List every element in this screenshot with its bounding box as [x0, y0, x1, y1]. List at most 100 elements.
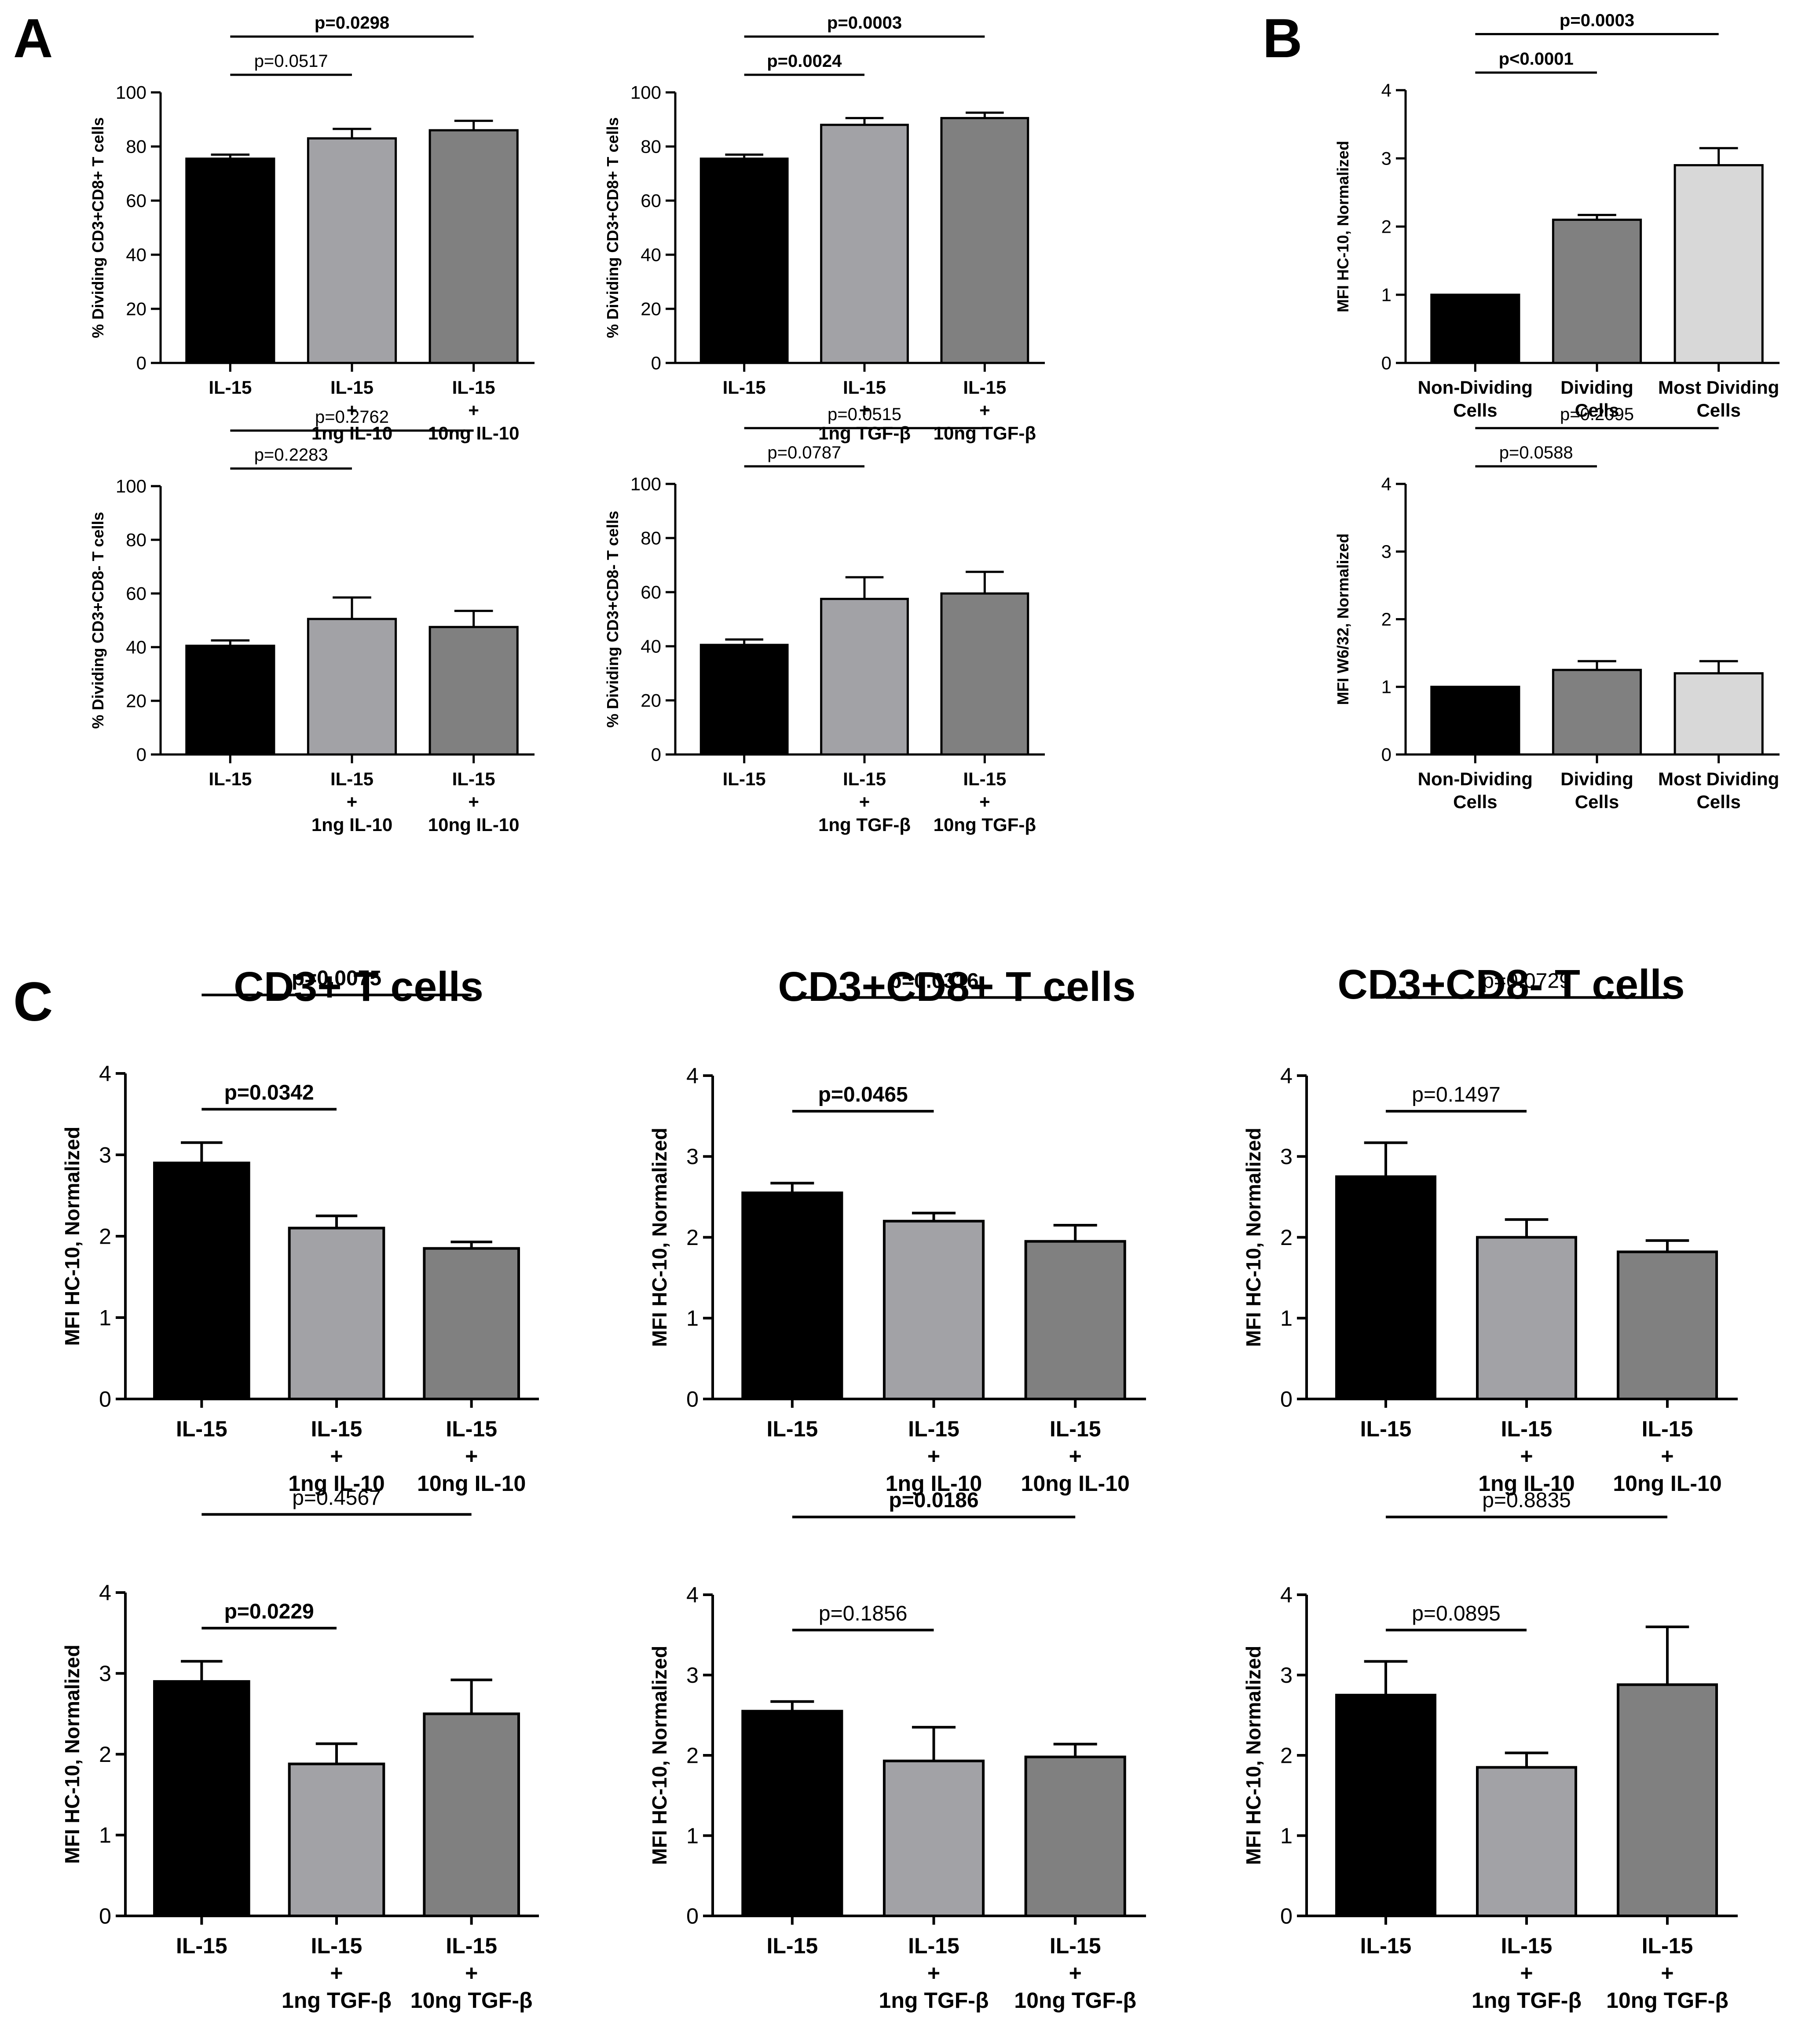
- x-category-label: IL-15: [1050, 1933, 1101, 1958]
- x-category-label: +: [1069, 1444, 1082, 1468]
- bar: [307, 137, 397, 364]
- x-category-label: IL-15: [766, 1417, 818, 1441]
- x-category-label: IL-15: [209, 769, 252, 789]
- x-category-label: IL-15: [311, 1417, 363, 1441]
- x-category-label: Non-Dividing: [1418, 769, 1533, 789]
- y-tick-label: 0: [651, 352, 661, 373]
- y-tick-label: 20: [126, 690, 146, 711]
- y-tick-label: 3: [1381, 541, 1392, 562]
- y-tick-label: 3: [99, 1142, 111, 1167]
- panel-label-b: B: [1263, 8, 1302, 69]
- x-category-label: IL-15: [723, 377, 766, 398]
- bar-chart-12: 0 1 2 3 4 MFI HC-10, Normalized IL-15 IL-15 +1ng…: [1242, 1489, 1738, 2013]
- y-tick-label: 2: [686, 1225, 699, 1250]
- x-category-label: IL-15: [723, 769, 766, 789]
- p-value-label: p=0.2283: [254, 445, 328, 465]
- y-axis-label: MFI W6/32, Normalized: [1334, 533, 1352, 705]
- y-tick-label: 60: [641, 190, 661, 211]
- x-category-label: Cells: [1453, 400, 1497, 421]
- y-axis-label: MFI HC-10, Normalized: [1242, 1646, 1265, 1865]
- y-tick-label: 4: [1381, 473, 1392, 494]
- bar: [423, 1712, 520, 1917]
- y-tick-label: 40: [126, 637, 146, 657]
- y-tick-label: 3: [686, 1662, 699, 1688]
- x-category-label: IL-15: [452, 377, 495, 398]
- y-axis-label: MFI HC-10, Normalized: [1334, 141, 1352, 312]
- p-value-label: p=0.8835: [1482, 1489, 1571, 1512]
- y-tick-label: 2: [99, 1223, 111, 1249]
- bar: [1335, 1175, 1436, 1400]
- y-tick-label: 1: [99, 1305, 111, 1330]
- y-tick-label: 100: [116, 82, 146, 103]
- p-value-label: p=0.1856: [819, 1602, 908, 1625]
- x-category-label: 1ng IL-10: [1478, 1471, 1575, 1496]
- bar-chart-4: 0 20 40 60 80 100 % Dividing CD3+CD8- T cells I…: [89, 407, 535, 835]
- y-tick-label: 100: [630, 82, 661, 103]
- y-tick-label: 40: [641, 636, 661, 656]
- x-category-label: IL-15: [843, 769, 886, 789]
- x-category-label: 1ng IL-10: [311, 814, 392, 835]
- bar: [1552, 669, 1642, 756]
- y-tick-label: 2: [1280, 1743, 1293, 1768]
- bar: [288, 1227, 385, 1400]
- y-tick-label: 4: [99, 1061, 111, 1086]
- p-value-label: p=0.2762: [315, 407, 389, 427]
- x-category-label: IL-15: [908, 1933, 959, 1958]
- bar: [1476, 1766, 1577, 1917]
- x-category-label: IL-15: [311, 1933, 363, 1958]
- x-category-label: +: [330, 1961, 343, 1985]
- x-category-label: IL-15: [843, 377, 886, 398]
- y-tick-label: 80: [641, 527, 661, 548]
- x-category-label: 1ng TGF-β: [1472, 1988, 1582, 2013]
- y-tick-label: 2: [1280, 1225, 1293, 1250]
- bar-chart-10: 0 1 2 3 4 MFI HC-10, Normalized IL-15 IL-15 +1ng…: [61, 1486, 539, 2013]
- y-tick-label: 40: [641, 244, 661, 265]
- bar: [820, 597, 909, 756]
- bar: [153, 1161, 250, 1400]
- p-value-label: p=0.0298: [315, 13, 389, 33]
- y-axis-label: % Dividing CD3+CD8- T cells: [89, 512, 107, 729]
- y-tick-label: 0: [686, 1386, 699, 1411]
- x-category-label: Cells: [1575, 791, 1619, 812]
- bar: [1335, 1694, 1436, 1917]
- x-category-label: 10ng TGF-β: [1014, 1988, 1136, 2013]
- bar-chart-8: 0 1 2 3 4 MFI HC-10, Normalized IL-15 IL-15 +1ng…: [648, 969, 1146, 1496]
- p-value-label: p=0.2095: [1560, 405, 1634, 424]
- p-value-label: p=0.0186: [889, 1489, 978, 1512]
- y-tick-label: 0: [1280, 1386, 1293, 1411]
- bar-chart-7: 0 1 2 3 4 MFI HC-10, Normalized IL-15 IL-15 +1ng…: [61, 967, 539, 1496]
- bar: [428, 129, 519, 364]
- x-category-label: +: [1661, 1961, 1674, 1985]
- y-tick-label: 20: [641, 298, 661, 319]
- x-category-label: +: [1661, 1444, 1674, 1468]
- y-tick-label: 0: [1381, 352, 1392, 373]
- y-tick-label: 3: [1280, 1662, 1293, 1688]
- x-category-label: +: [859, 400, 870, 421]
- x-category-label: IL-15: [963, 769, 1006, 789]
- bar: [1430, 293, 1520, 364]
- bar: [1476, 1236, 1577, 1400]
- p-value-label: p=0.0342: [224, 1081, 314, 1104]
- y-tick-label: 0: [651, 744, 661, 765]
- x-category-label: 1ng TGF-β: [879, 1988, 989, 2013]
- x-category-label: +: [330, 1444, 343, 1468]
- x-category-label: IL-15: [209, 377, 252, 398]
- x-category-label: +: [859, 791, 870, 812]
- x-category-label: IL-15: [1501, 1417, 1553, 1441]
- section-title-cd3cd8neg: CD3+CD8- T cells: [1337, 961, 1685, 1008]
- y-tick-label: 100: [630, 473, 661, 494]
- y-tick-label: 100: [116, 476, 146, 496]
- y-tick-label: 0: [136, 744, 146, 765]
- bar: [153, 1680, 250, 1917]
- y-tick-label: 4: [1381, 80, 1392, 100]
- p-value-label: p=0.0075: [292, 967, 381, 990]
- x-category-label: IL-15: [1050, 1417, 1101, 1441]
- bar-chart-5: 0 20 40 60 80 100 % Dividing CD3+CD8- T cells I…: [604, 405, 1045, 835]
- p-value-label: p=0.0787: [767, 443, 841, 462]
- p-value-label: p=0.0515: [828, 405, 901, 424]
- bar-chart-2: 0 20 40 60 80 100 % Dividing CD3+CD8+ T cells I…: [604, 13, 1045, 443]
- y-tick-label: 3: [99, 1661, 111, 1686]
- x-category-label: 1ng TGF-β: [282, 1988, 392, 2013]
